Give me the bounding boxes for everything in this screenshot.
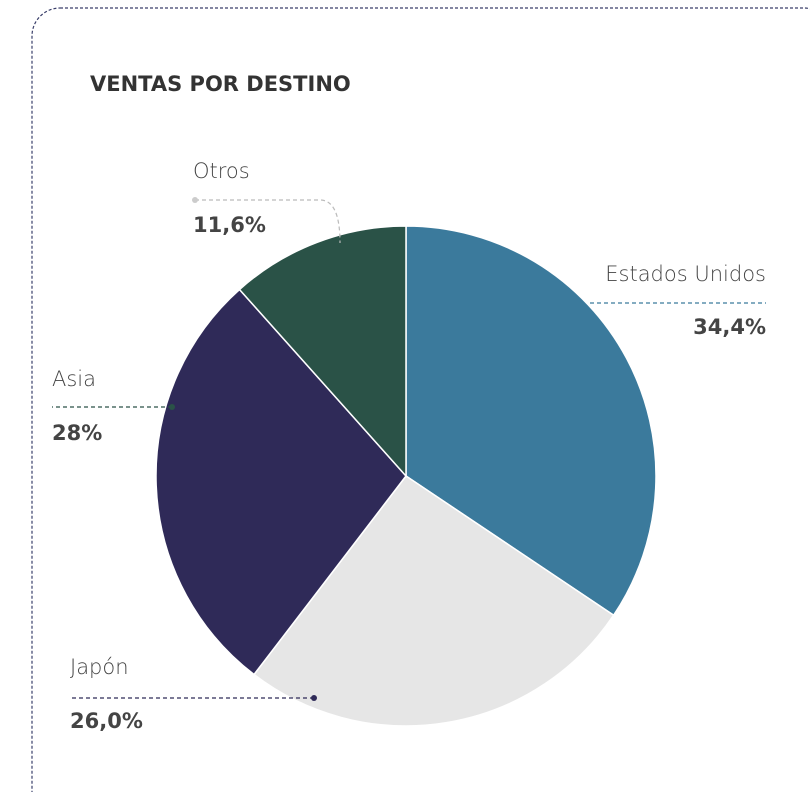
leader-dot xyxy=(169,404,175,410)
slice-value: 26,0% xyxy=(70,709,143,733)
pie-slice xyxy=(405,225,657,617)
slice-value: 34,4% xyxy=(693,315,766,339)
leader-lines xyxy=(52,197,766,701)
pie xyxy=(155,225,657,727)
leader-dot xyxy=(192,197,198,203)
slice-label: Estados Unidos xyxy=(605,262,766,286)
card-border xyxy=(31,7,810,792)
slice-value: 28% xyxy=(52,421,102,445)
chart-title: VENTAS POR DESTINO xyxy=(90,72,351,96)
pie-slice xyxy=(252,474,615,727)
leader-line xyxy=(195,199,341,244)
slice-label: Otros xyxy=(193,159,250,183)
slice-label: Asia xyxy=(52,367,96,391)
slice-label: Japón xyxy=(70,655,129,679)
slice-value: 11,6% xyxy=(193,213,266,237)
pie-slice xyxy=(155,288,407,676)
pie-slice xyxy=(238,225,407,478)
leader-dot xyxy=(311,695,317,701)
